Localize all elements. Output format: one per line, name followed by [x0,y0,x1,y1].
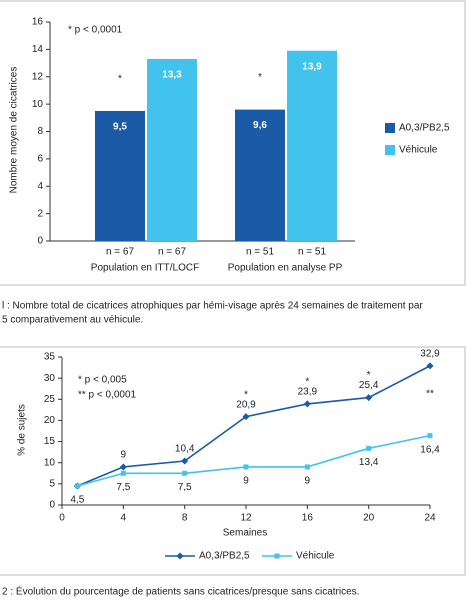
legend-label: A0,3/PB2,5 [399,123,450,134]
n-label: n = 67 [158,247,187,258]
point [427,433,433,439]
value-label: 16,4 [420,444,440,455]
x-tick-label: 16 [302,513,314,524]
value-label: 9 [121,450,127,461]
point [119,463,127,471]
value-label: 20,9 [236,399,256,410]
y-tick-label: 12 [32,71,44,82]
y-tick-label: 20 [44,415,56,426]
y-tick-label: 2 [37,208,43,219]
bar [95,110,145,241]
value-label: 13,3 [162,70,182,81]
caption: 5 comparativement au véhicule. [2,315,143,326]
x-tick-label: 8 [182,513,188,524]
point [120,470,126,476]
y-axis-label: Nombre moyen de cicatrices [9,67,20,194]
point [242,413,250,421]
x-tick-label: 0 [59,513,65,524]
y-tick-label: 6 [37,154,43,165]
y-tick-label: 35 [44,352,56,363]
significance-marker: * [118,74,122,85]
caption: l : Nombre total de cicatrices atrophiqu… [2,301,423,312]
point [366,445,372,451]
value-label: 23,9 [298,387,318,398]
y-tick-label: 30 [44,373,56,384]
panel-2 [0,346,466,576]
legend-marker [274,553,280,559]
value-label: 13,4 [359,457,379,468]
value-label: 9 [243,476,249,487]
point [426,362,434,370]
annotation: * p < 0,0001 [68,25,123,36]
point [304,464,310,470]
legend-label: Véhicule [399,145,438,156]
value-label: 4,5 [70,495,84,506]
x-tick-label: 24 [424,513,436,524]
x-tick-label: 20 [363,513,375,524]
caption: 2 : Évolution du pourcentage de patients… [2,585,359,598]
panel-1 [0,0,466,286]
significance-marker: * [367,370,371,381]
x-tick-label: 4 [121,513,127,524]
point [365,394,373,402]
point [181,457,189,465]
value-label: 25,4 [359,380,379,391]
significance-marker: * [244,389,248,400]
y-tick-label: 8 [37,126,43,137]
bar [287,50,337,242]
annotation: * p < 0,005 [78,375,127,386]
value-label: 7,5 [116,482,130,493]
significance-marker: ** [426,389,434,400]
bar [147,58,197,241]
x-tick-label: Population en ITT/LOCF [91,263,199,274]
bar [235,109,285,241]
legend-swatch [385,123,395,133]
legend-label: A0,3/PB2,5 [199,551,250,562]
n-label: n = 51 [246,247,275,258]
n-label: n = 67 [106,247,135,258]
point [303,400,311,408]
y-axis-label: % de sujets [17,404,28,456]
x-axis-label: Semaines [223,528,267,539]
point [182,470,188,476]
legend-swatch [385,145,395,155]
significance-marker: * [305,377,309,388]
annotation: ** p < 0,0001 [78,390,137,401]
value-label: 32,9 [420,349,440,360]
y-tick-label: 0 [37,236,43,247]
x-tick-label: Population en analyse PP [228,263,343,274]
point [74,483,80,489]
y-tick-label: 15 [44,436,56,447]
legend-marker [176,552,184,560]
n-label: n = 51 [298,247,327,258]
value-label: 7,5 [178,482,192,493]
value-label: 9,6 [253,120,267,131]
y-tick-label: 0 [49,500,55,511]
y-tick-label: 10 [32,99,44,110]
legend-label: Véhicule [296,551,335,562]
value-label: 9,5 [113,122,127,133]
value-label: 9 [305,476,311,487]
y-tick-label: 5 [49,478,55,489]
value-label: 13,9 [302,61,322,72]
y-tick-label: 14 [32,44,44,55]
x-tick-label: 12 [240,513,252,524]
value-label: 10,4 [175,444,195,455]
point [243,464,249,470]
y-tick-label: 10 [44,457,56,468]
y-tick-label: 25 [44,394,56,405]
y-tick-label: 4 [37,181,43,192]
significance-marker: * [258,72,262,83]
y-tick-label: 16 [32,17,44,28]
